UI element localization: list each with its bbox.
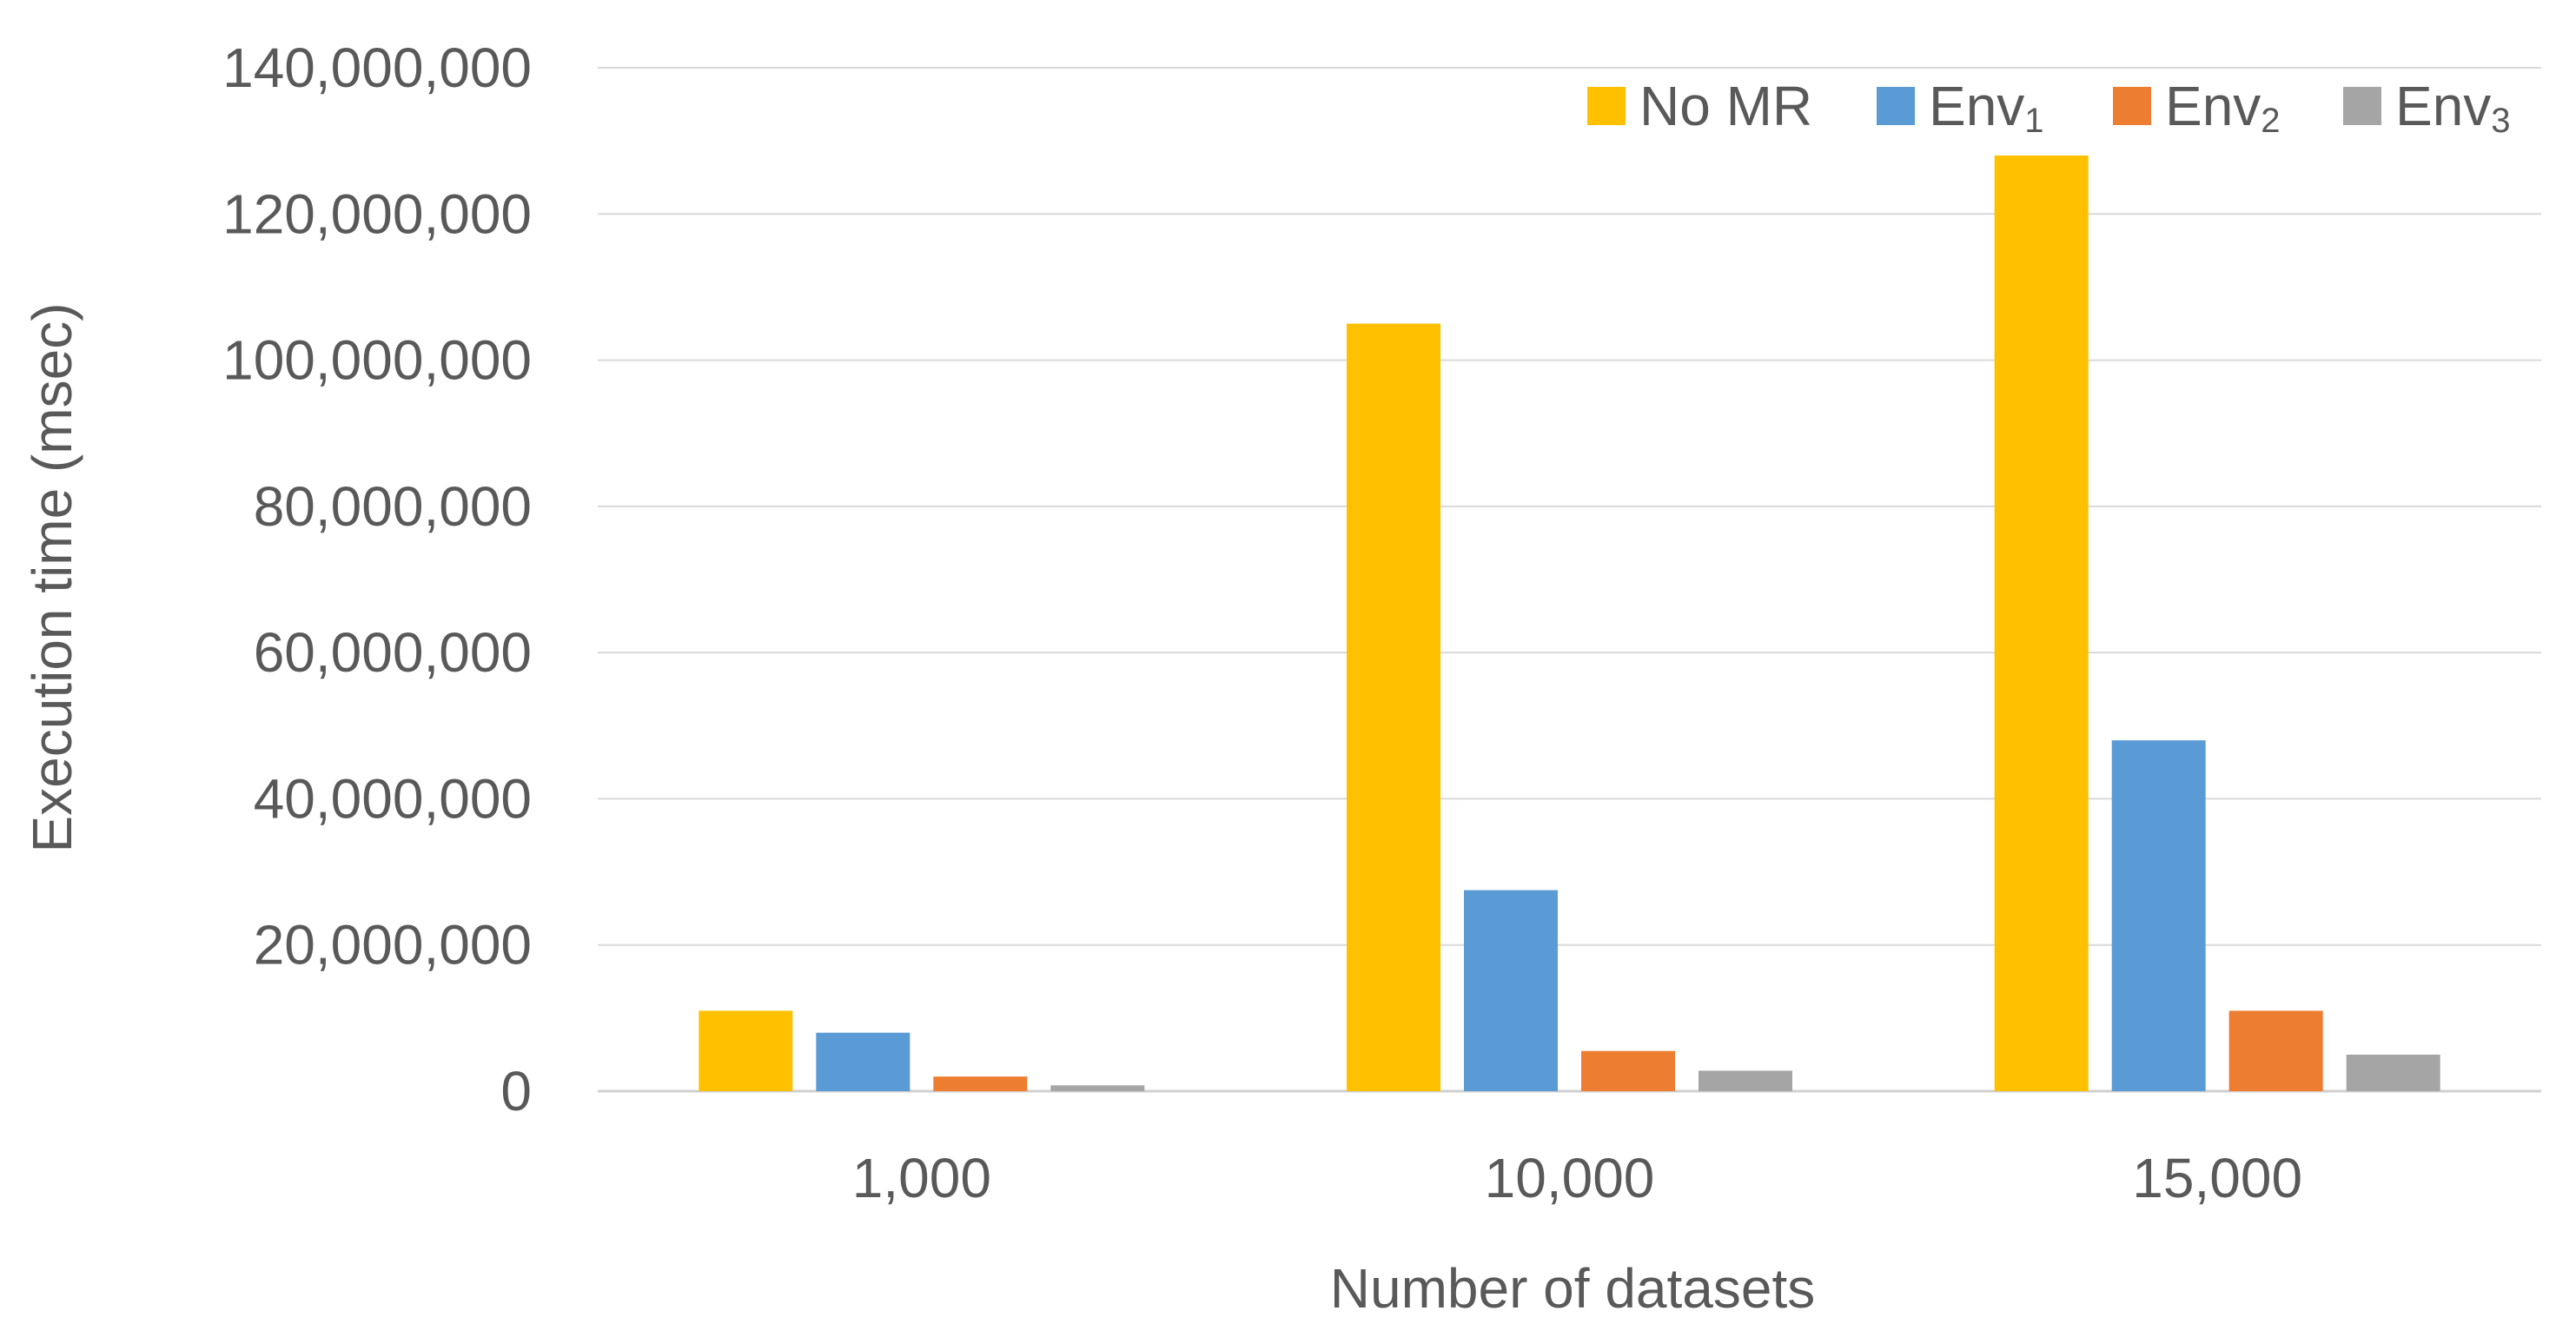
- y-tick-label: 120,000,000: [222, 182, 532, 245]
- legend-item-env3: Env3: [2343, 75, 2511, 140]
- y-tick-label: 0: [500, 1060, 532, 1122]
- x-axis-ticks: 1,000 10,000 15,000: [852, 1147, 2302, 1209]
- bar-env2-2: [2228, 1010, 2323, 1091]
- bar-no-mr-0: [699, 1010, 793, 1091]
- legend-swatch: [1877, 87, 1915, 125]
- legend-label: Env2: [2165, 75, 2281, 140]
- legend-swatch: [2113, 87, 2151, 125]
- x-tick-label: 1,000: [852, 1147, 991, 1209]
- y-tick-label: 20,000,000: [254, 914, 532, 977]
- y-tick-label: 40,000,000: [254, 767, 532, 830]
- y-tick-label: 80,000,000: [254, 475, 532, 538]
- y-tick-label: 100,000,000: [222, 329, 532, 392]
- legend-subscript: 1: [2024, 102, 2043, 140]
- legend-label: Env1: [1929, 75, 2044, 140]
- bar-no-mr-2: [1994, 155, 2089, 1091]
- bar-env1-0: [816, 1032, 911, 1091]
- x-tick-label: 15,000: [2132, 1147, 2302, 1209]
- legend-subscript: 2: [2261, 102, 2280, 140]
- bar-env3-0: [1050, 1085, 1145, 1091]
- bar-env3-2: [2346, 1054, 2440, 1091]
- y-axis-ticks: 0 20,000,000 40,000,000 60,000,000 80,000,00…: [222, 36, 532, 1122]
- x-axis-label: Number of datasets: [1330, 1257, 1816, 1320]
- y-tick-label: 140,000,000: [222, 36, 532, 99]
- bars: [699, 155, 2440, 1091]
- legend-item-no-mr: No MR: [1587, 75, 1812, 137]
- legend-item-env2: Env2: [2113, 75, 2281, 140]
- legend-subscript: 3: [2491, 102, 2510, 140]
- legend-item-env1: Env1: [1877, 75, 2044, 140]
- bar-env2-1: [1581, 1050, 1675, 1091]
- y-tick-label: 60,000,000: [254, 621, 532, 684]
- legend-swatch: [1587, 87, 1626, 125]
- bar-env3-1: [1699, 1070, 1792, 1091]
- bar-env2-0: [933, 1076, 1028, 1091]
- legend-label: Env3: [2395, 75, 2511, 140]
- bar-env1-1: [1464, 890, 1558, 1091]
- legend-label: No MR: [1639, 75, 1812, 137]
- legend: No MR Env1 Env2 Env3: [1587, 75, 2511, 140]
- x-tick-label: 10,000: [1485, 1147, 1655, 1209]
- bar-env1-2: [2111, 740, 2206, 1091]
- bar-no-mr-1: [1347, 323, 1440, 1091]
- legend-swatch: [2343, 87, 2381, 125]
- y-axis-label: Execution time (msec): [21, 302, 83, 852]
- gridlines: [598, 67, 2541, 1093]
